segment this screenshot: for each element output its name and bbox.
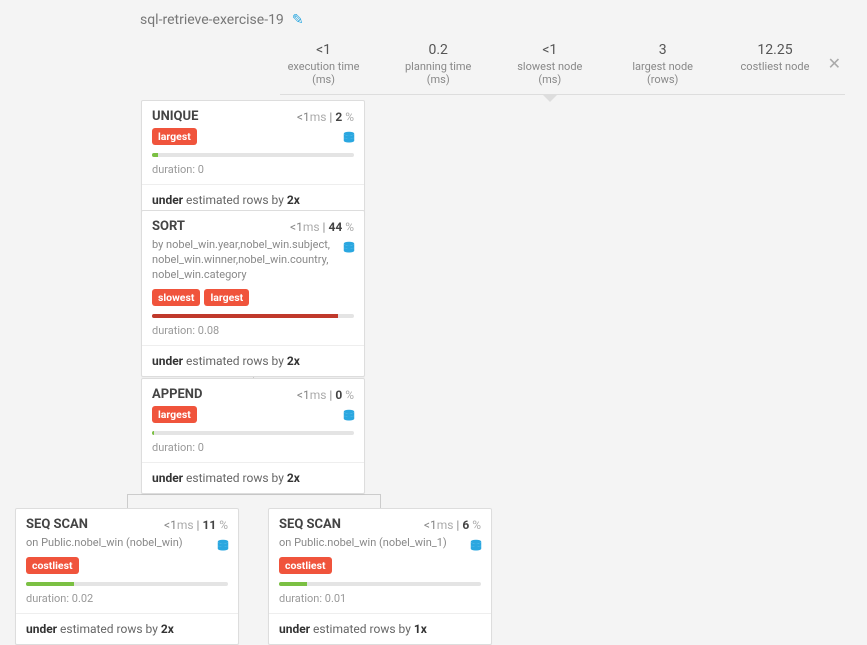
- estimate-text: under estimated rows by 2x: [16, 613, 238, 644]
- node-tags: costliest: [16, 557, 238, 582]
- stat-label: largest node (rows): [620, 60, 705, 86]
- stat-item: 3 largest node (rows): [620, 42, 705, 86]
- duration-bar: [142, 314, 364, 322]
- node-detail: by nobel_win.year,nobel_win.subject, nob…: [142, 238, 364, 289]
- node-title: UNIQUE: [152, 109, 198, 124]
- stat-value: 0.2: [397, 42, 479, 58]
- database-icon[interactable]: [342, 409, 356, 427]
- node-header: UNIQUE <1ms | 2 %: [142, 101, 364, 128]
- node-header: SORT <1ms | 44 %: [142, 211, 364, 238]
- duration-bar: [269, 582, 491, 590]
- stats-bar: <1 execution time (ms) 0.2 planning time (m…: [280, 38, 845, 95]
- tag-largest: largest: [152, 406, 197, 423]
- tag-largest: largest: [204, 289, 249, 306]
- database-icon[interactable]: [216, 539, 230, 557]
- node-title: SEQ SCAN: [279, 517, 341, 532]
- node-metrics: <1ms | 2 %: [297, 110, 354, 124]
- connector-line: [127, 494, 128, 508]
- connector-line: [380, 494, 381, 508]
- node-detail: on Public.nobel_win (nobel_win): [16, 536, 238, 557]
- stat-label: slowest node (ms): [509, 60, 590, 86]
- stat-item: 12.25 costliest node: [735, 42, 815, 86]
- node-tags: costliest: [269, 557, 491, 582]
- tag-costliest: costliest: [279, 557, 332, 574]
- connector-line: [127, 494, 380, 495]
- node-header: SEQ SCAN <1ms | 11 %: [16, 509, 238, 536]
- node-metrics: <1ms | 0 %: [297, 388, 354, 402]
- stat-value: 12.25: [735, 42, 815, 58]
- database-icon[interactable]: [469, 539, 483, 557]
- node-tags: largest: [142, 406, 364, 431]
- stat-item: <1 execution time (ms): [280, 42, 367, 86]
- duration-bar: [142, 431, 364, 439]
- node-title: SEQ SCAN: [26, 517, 88, 532]
- estimate-text: under estimated rows by 2x: [142, 345, 364, 376]
- duration-text: duration: 0: [142, 161, 364, 184]
- plan-node-sort[interactable]: SORT <1ms | 44 % by nobel_win.year,nobel_w…: [141, 210, 365, 377]
- stat-value: 3: [620, 42, 705, 58]
- plan-node-seq1[interactable]: SEQ SCAN <1ms | 11 % on Public.nobel_win (…: [15, 508, 239, 645]
- edit-icon[interactable]: ✎: [292, 12, 304, 28]
- database-icon[interactable]: [342, 241, 356, 259]
- stat-label: execution time (ms): [280, 60, 367, 86]
- duration-text: duration: 0.02: [16, 590, 238, 613]
- node-title: SORT: [152, 219, 185, 234]
- tag-slowest: slowest: [152, 289, 200, 306]
- stat-value: <1: [509, 42, 590, 58]
- node-detail: on Public.nobel_win (nobel_win_1): [269, 536, 491, 557]
- plan-node-unique[interactable]: UNIQUE<1ms | 2 %largestduration: 0under …: [141, 100, 365, 216]
- node-header: SEQ SCAN <1ms | 6 %: [269, 509, 491, 536]
- node-metrics: <1ms | 11 %: [164, 518, 228, 532]
- stat-label: costliest node: [735, 60, 815, 73]
- duration-text: duration: 0: [142, 439, 364, 462]
- plan-node-seq2[interactable]: SEQ SCAN <1ms | 6 % on Public.nobel_win (n…: [268, 508, 492, 645]
- stat-value: <1: [280, 42, 367, 58]
- tag-largest: largest: [152, 128, 197, 145]
- estimate-text: under estimated rows by 2x: [142, 462, 364, 493]
- node-tags: slowestlargest: [142, 289, 364, 314]
- estimate-text: under estimated rows by 1x: [269, 613, 491, 644]
- plan-node-append[interactable]: APPEND <1ms | 0 % largest duration: 0under …: [141, 378, 365, 494]
- database-icon[interactable]: [342, 131, 356, 149]
- node-metrics: <1ms | 6 %: [424, 518, 481, 532]
- page-title: sql-retrieve-exercise-19: [140, 12, 284, 28]
- page-title-row: sql-retrieve-exercise-19 ✎: [140, 12, 304, 28]
- duration-bar: [142, 153, 364, 161]
- duration-bar: [16, 582, 238, 590]
- stat-label: planning time (ms): [397, 60, 479, 86]
- tag-costliest: costliest: [26, 557, 79, 574]
- node-header: APPEND <1ms | 0 %: [142, 379, 364, 406]
- node-title: APPEND: [152, 387, 202, 402]
- duration-text: duration: 0.08: [142, 322, 364, 345]
- node-tags: largest: [142, 128, 364, 153]
- node-metrics: <1ms | 44 %: [290, 220, 354, 234]
- close-icon[interactable]: ✕: [828, 54, 841, 73]
- duration-text: duration: 0.01: [269, 590, 491, 613]
- stat-item: 0.2 planning time (ms): [397, 42, 479, 86]
- stat-item: <1 slowest node (ms): [509, 42, 590, 86]
- stats-pointer-icon: [542, 94, 558, 102]
